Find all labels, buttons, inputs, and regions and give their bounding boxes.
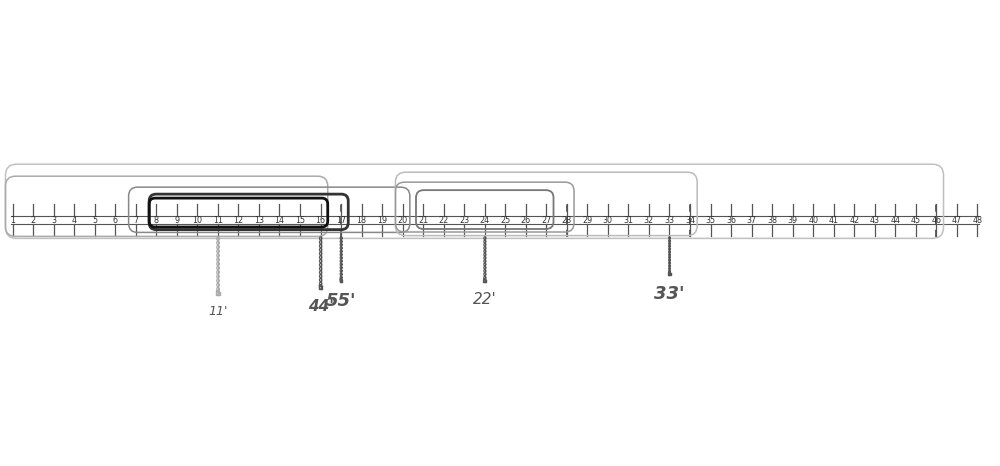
Text: 20: 20 [398, 216, 408, 225]
Text: 12: 12 [233, 216, 244, 225]
Text: 25: 25 [500, 216, 510, 225]
Text: 6: 6 [113, 216, 118, 225]
Text: 44: 44 [890, 216, 900, 225]
Text: 37: 37 [747, 216, 757, 225]
Text: 55': 55' [326, 292, 356, 310]
Text: 14: 14 [274, 216, 284, 225]
Text: 47: 47 [952, 216, 962, 225]
Text: 19: 19 [377, 216, 387, 225]
Text: 8: 8 [154, 216, 159, 225]
Text: 41: 41 [829, 216, 839, 225]
Text: 5: 5 [92, 216, 97, 225]
Text: 28: 28 [562, 216, 572, 225]
Text: 21: 21 [418, 216, 428, 225]
Text: 34: 34 [685, 216, 695, 225]
Text: 24: 24 [480, 216, 490, 225]
Text: 17: 17 [336, 216, 346, 225]
Text: 27: 27 [541, 216, 551, 225]
Text: 33: 33 [664, 216, 674, 225]
Text: 29: 29 [582, 216, 593, 225]
Text: 40: 40 [808, 216, 818, 225]
Text: 3: 3 [51, 216, 56, 225]
Text: 22': 22' [473, 292, 497, 307]
Text: 18: 18 [357, 216, 367, 225]
Text: 39: 39 [788, 216, 798, 225]
Text: 44': 44' [308, 299, 333, 314]
Text: 36: 36 [726, 216, 736, 225]
Text: 26: 26 [521, 216, 531, 225]
Text: 9: 9 [174, 216, 179, 225]
Text: 31: 31 [623, 216, 633, 225]
Text: 33': 33' [654, 285, 685, 303]
Text: 38: 38 [767, 216, 777, 225]
Text: 13: 13 [254, 216, 264, 225]
Text: 43: 43 [870, 216, 880, 225]
Text: 48: 48 [972, 216, 982, 225]
Text: 11': 11' [208, 305, 228, 318]
Text: 35: 35 [705, 216, 716, 225]
Text: 22: 22 [439, 216, 449, 225]
Text: 16: 16 [316, 216, 326, 225]
Text: 4: 4 [72, 216, 77, 225]
Text: 46: 46 [931, 216, 941, 225]
Text: 7: 7 [133, 216, 138, 225]
Text: 45: 45 [911, 216, 921, 225]
Text: 2: 2 [31, 216, 36, 225]
Text: 11: 11 [213, 216, 223, 225]
Text: 42: 42 [849, 216, 859, 225]
Text: 23: 23 [459, 216, 469, 225]
Text: 30: 30 [603, 216, 613, 225]
Text: 1: 1 [10, 216, 15, 225]
Text: 10: 10 [192, 216, 202, 225]
Text: 15: 15 [295, 216, 305, 225]
Text: 32: 32 [644, 216, 654, 225]
